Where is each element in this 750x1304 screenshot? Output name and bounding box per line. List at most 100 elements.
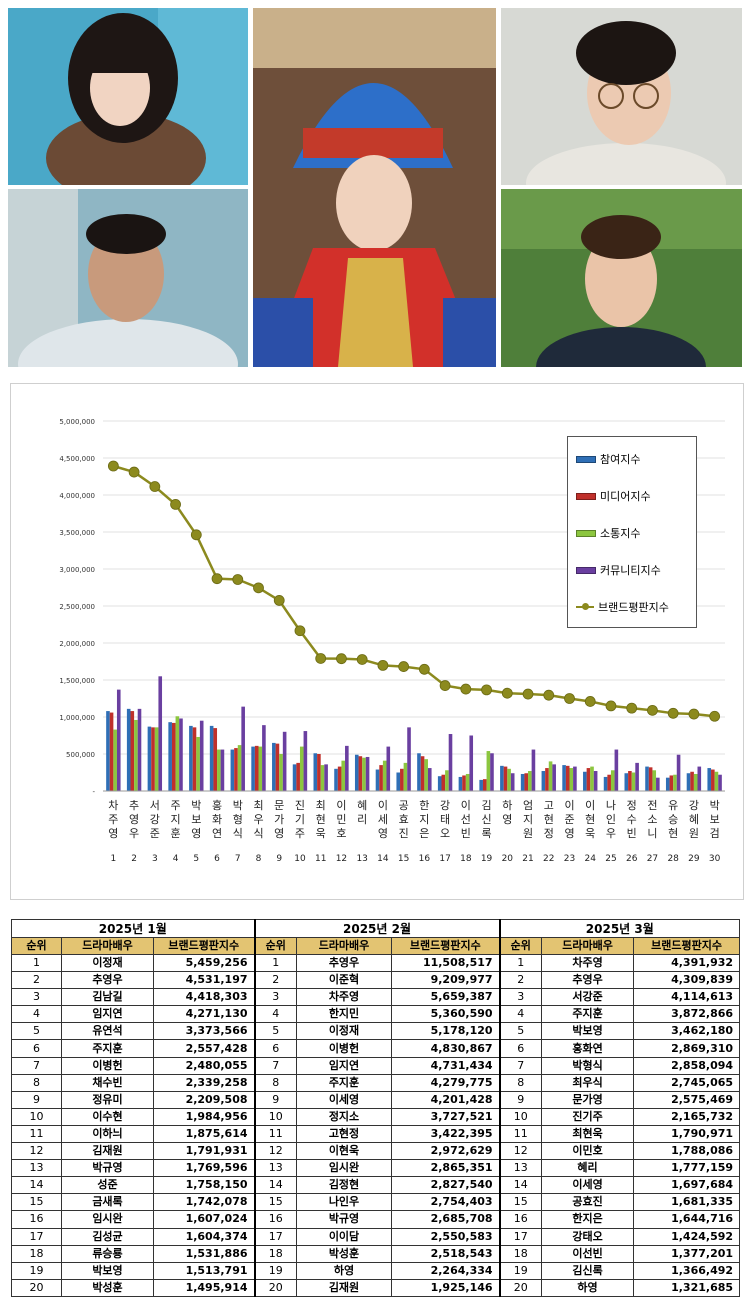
feb-rank-cell: 12 [253, 1142, 297, 1161]
jan-actor-cell: 김성균 [61, 1227, 154, 1246]
col-header-rank: 순위 [253, 937, 297, 955]
feb-rank-cell: 11 [253, 1124, 297, 1144]
mar-rank-cell: 14 [498, 1176, 543, 1195]
legend-label-brand: 브랜드평판지수 [598, 601, 669, 614]
line-point [232, 574, 244, 585]
col-header-actor: 드라마배우 [296, 937, 392, 955]
mar-actor-cell: 추영우 [541, 971, 635, 990]
bar-1 [400, 768, 404, 791]
y-tick-label: 1,000,000 [59, 714, 95, 722]
table-row: 11 이하늬 1,875,614 11 고현정 3,422,395 11 최현욱 1,790,9… [11, 1124, 741, 1144]
mar-rank-cell: 9 [498, 1090, 543, 1109]
mar-actor-cell: 홍화연 [541, 1039, 635, 1058]
jan-score-cell: 1,875,614 [153, 1124, 255, 1144]
month-header-feb: 2025년 2월 [253, 919, 501, 938]
jan-actor-cell: 이정재 [61, 953, 154, 973]
table-row: 14 성준 1,758,150 14 김정현 2,827,540 14 이세영 1,697,68… [11, 1176, 741, 1195]
mar-actor-cell: 서강준 [541, 988, 635, 1007]
jan-rank-cell: 12 [11, 1142, 62, 1161]
mar-rank-cell: 1 [498, 953, 543, 973]
jan-rank-cell: 18 [11, 1244, 62, 1263]
bar-3 [282, 731, 287, 791]
bar-0 [354, 754, 359, 791]
bar-2 [258, 746, 263, 791]
feb-actor-cell: 임시완 [296, 1159, 392, 1178]
bar-1 [503, 766, 508, 791]
bar-2 [631, 772, 636, 791]
chart-legend: 참여지수 미디어지수 소통지수 커뮤니티지수 브랜드평판지수 [567, 436, 697, 628]
jan-rank-cell: 20 [11, 1278, 62, 1298]
mar-rank-cell: 13 [498, 1159, 543, 1178]
line-point [584, 696, 596, 707]
jan-actor-cell: 금새록 [61, 1193, 154, 1212]
bar-2 [134, 719, 138, 791]
y-tick-label: 3,000,000 [59, 566, 95, 574]
mar-score-cell: 1,644,716 [633, 1210, 741, 1229]
bar-2 [693, 773, 698, 791]
table-row: 17 김성균 1,604,374 17 이이담 2,550,583 17 강태오 1,424,5… [11, 1227, 741, 1246]
feb-score-cell: 2,264,334 [390, 1261, 501, 1280]
feb-score-cell: 4,279,775 [390, 1073, 501, 1092]
mar-actor-cell: 이민호 [541, 1142, 635, 1161]
jan-rank-cell: 10 [11, 1107, 62, 1126]
jan-score-cell: 2,339,258 [153, 1073, 255, 1092]
mar-actor-cell: 이선빈 [541, 1244, 635, 1263]
jan-score-cell: 4,271,130 [153, 1005, 255, 1024]
feb-actor-cell: 임지연 [296, 1056, 392, 1075]
photo-actor-glasses-top-right [501, 8, 742, 185]
x-rank-label: 6 [214, 854, 220, 864]
line-point [273, 595, 285, 606]
table-column-header-row: 순위 드라마배우 브랜드평판지수 순위 드라마배우 브랜드평판지수 순위 드라마… [11, 937, 741, 955]
feb-rank-cell: 16 [253, 1210, 297, 1229]
line-point [522, 688, 534, 700]
bar-2 [590, 766, 594, 791]
legend-item-communication: 소통지수 [576, 525, 640, 541]
jan-actor-cell: 주지훈 [61, 1039, 154, 1058]
jan-rank-cell: 16 [11, 1210, 62, 1229]
bar-2 [113, 729, 117, 791]
bar-2 [548, 761, 553, 791]
bar-3 [365, 756, 370, 791]
photo-actor-bottom-right [501, 189, 742, 367]
bar-3 [345, 745, 349, 791]
feb-rank-cell: 17 [253, 1227, 297, 1246]
bar-0 [313, 753, 318, 791]
mar-actor-cell: 박형식 [541, 1056, 635, 1075]
mar-actor-cell: 한지은 [541, 1210, 635, 1229]
feb-rank-cell: 7 [253, 1056, 297, 1075]
bar-1 [420, 756, 425, 791]
x-rank-label: 11 [315, 854, 326, 864]
bar-0 [209, 725, 214, 791]
table-row: 2 추영우 4,531,197 2 이준혁 9,209,977 2 추영우 4,309,839 [11, 971, 741, 990]
mar-actor-cell: 문가영 [541, 1090, 635, 1109]
bar-0 [686, 773, 691, 791]
photo-actor-mid-left [8, 189, 248, 367]
line-point [398, 661, 410, 672]
line-point [315, 653, 327, 664]
feb-actor-cell: 이현욱 [296, 1142, 392, 1161]
bar-3 [676, 754, 681, 791]
bar-2 [528, 771, 532, 791]
feb-actor-cell: 이세영 [296, 1090, 392, 1109]
line-point [107, 460, 119, 472]
jan-rank-cell: 3 [11, 988, 62, 1007]
jan-score-cell: 4,418,303 [153, 988, 255, 1007]
mar-rank-cell: 18 [498, 1244, 543, 1263]
feb-actor-cell: 이이담 [296, 1227, 392, 1246]
legend-swatch-participation [576, 455, 596, 463]
line-point [377, 659, 389, 671]
mar-score-cell: 1,321,685 [633, 1278, 741, 1298]
line-point [688, 708, 700, 720]
photo-actress-top-left [8, 8, 248, 185]
y-tick-label: 2,000,000 [59, 640, 95, 648]
mar-score-cell: 1,681,335 [633, 1193, 741, 1212]
bar-3 [490, 753, 494, 791]
col-header-rank: 순위 [498, 937, 543, 955]
jan-actor-cell: 추영우 [61, 971, 154, 990]
